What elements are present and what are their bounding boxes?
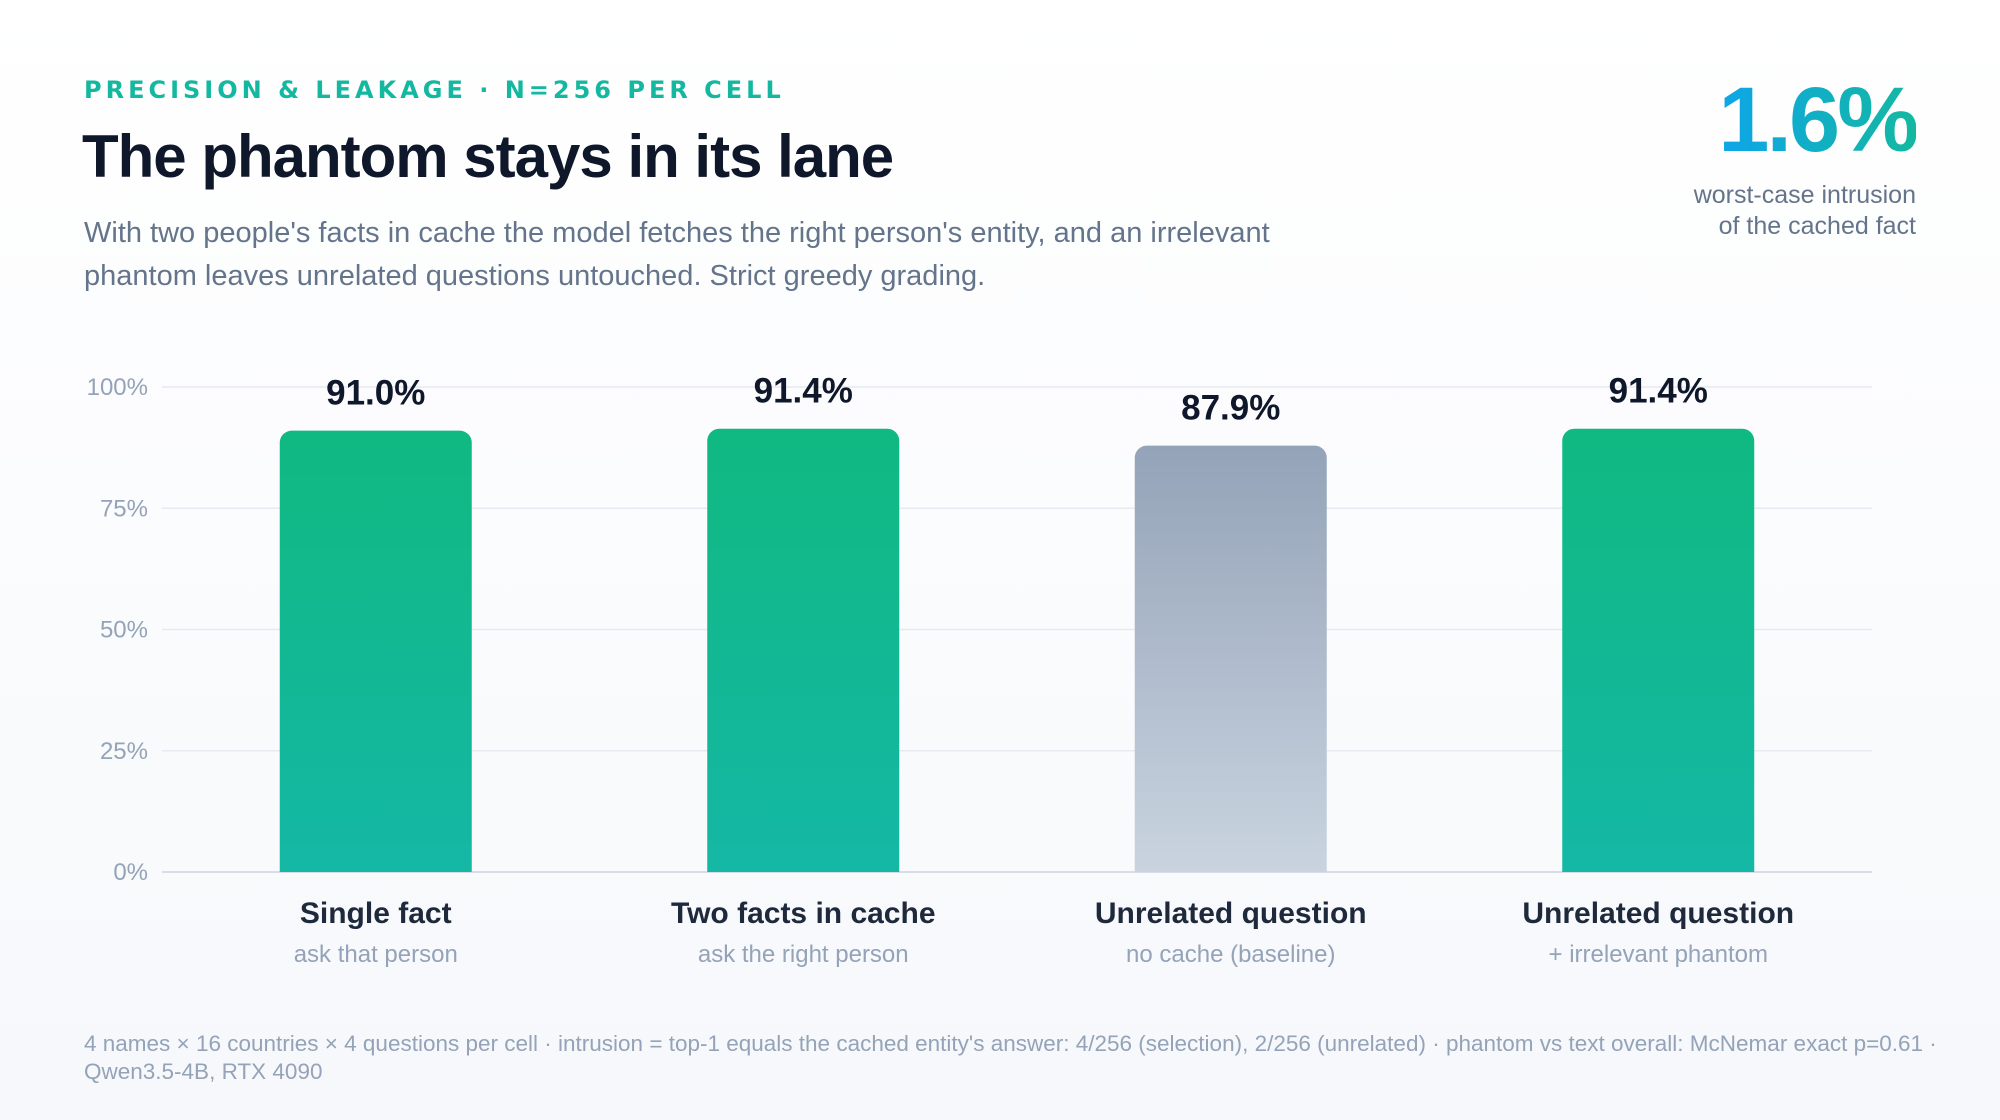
chart-subtitle: With two people's facts in cache the mod… <box>84 217 1270 292</box>
bar-value-label: 91.0% <box>326 374 425 413</box>
label-layer: 91.0% Single fact ask that person 91.4% Two … <box>294 372 1794 968</box>
bar-value-label: 91.4% <box>754 372 853 411</box>
category-sublabel: no cache (baseline) <box>1126 941 1335 968</box>
category-label: Unrelated question <box>1522 897 1794 930</box>
chart-title: The phantom stays in its lane <box>82 123 894 190</box>
y-tick-label: 0% <box>113 859 148 886</box>
kpi-label-line2: of the cached fact <box>1718 212 1916 240</box>
y-tick-label: 50% <box>100 617 148 644</box>
bar <box>1562 428 1755 872</box>
bar-value-label: 87.9% <box>1181 389 1280 428</box>
category-sublabel: ask that person <box>294 941 458 968</box>
y-tick-label: 100% <box>87 374 148 401</box>
chart-eyebrow: PRECISION & LEAKAGE · N=256 PER CELL <box>84 76 785 104</box>
bar <box>279 430 472 872</box>
bar-value-label: 91.4% <box>1609 372 1708 411</box>
category-sublabel: + irrelevant phantom <box>1549 941 1768 968</box>
bar <box>707 428 900 872</box>
footnote: 4 names × 16 countries × 4 questions per… <box>84 1031 1937 1084</box>
kpi-label-line1: worst-case intrusion <box>1693 181 1916 209</box>
y-tick-label: 25% <box>100 738 148 765</box>
bar-layer <box>279 428 1755 872</box>
kpi-value: 1.6% <box>1718 69 1919 171</box>
bar <box>1134 445 1327 872</box>
category-label: Unrelated question <box>1095 897 1367 930</box>
category-label: Two facts in cache <box>671 897 936 930</box>
y-tick-label: 75% <box>100 495 148 522</box>
category-label: Single fact <box>300 897 452 930</box>
category-sublabel: ask the right person <box>698 941 909 968</box>
kpi-label: worst-case intrusion of the cached fact <box>1516 180 1916 242</box>
